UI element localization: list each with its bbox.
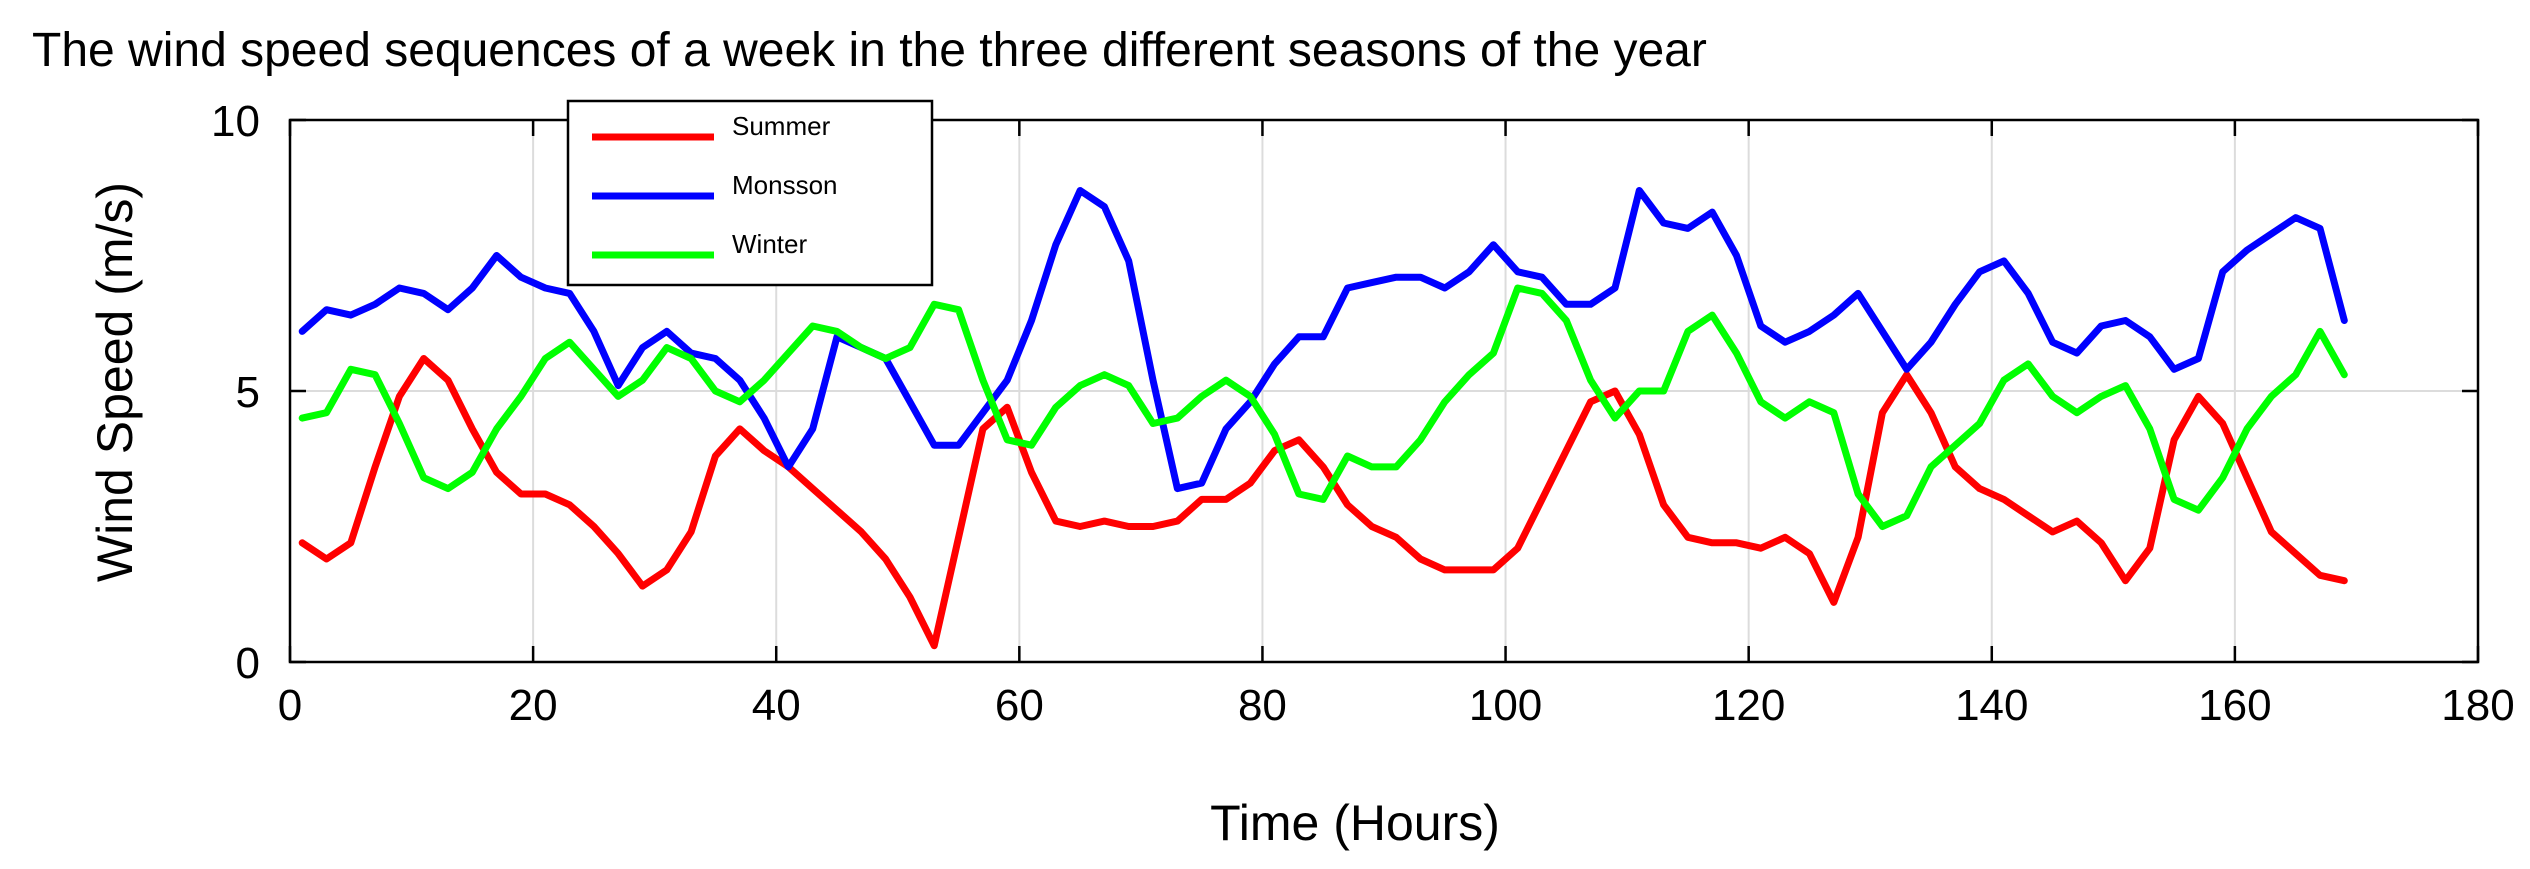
- y-tick-labels: 0 5 10: [211, 97, 260, 688]
- series-line-winter: [298, 284, 2348, 530]
- legend-label-summer: Summer: [732, 111, 831, 141]
- y-axis-label: Wind Speed (m/s): [87, 182, 143, 582]
- x-tick-labels: 0 20 40 60 80 100 120 140 160 180: [278, 681, 2515, 730]
- x-tick-label: 100: [1469, 681, 1542, 730]
- legend-label-winter: Winter: [732, 229, 807, 259]
- x-tick-label: 180: [2441, 681, 2514, 730]
- y-tick-label: 10: [211, 97, 260, 146]
- y-tick-label: 0: [236, 639, 260, 688]
- y-tick-label: 5: [236, 368, 260, 417]
- legend-label-monsson: Monsson: [732, 170, 838, 200]
- x-tick-label: 160: [2198, 681, 2271, 730]
- legend: Summer Monsson Winter: [566, 99, 934, 287]
- axis-ticks: [288, 118, 2480, 664]
- x-tick-label: 120: [1712, 681, 1785, 730]
- x-tick-label: 60: [995, 681, 1044, 730]
- x-tick-label: 140: [1955, 681, 2028, 730]
- series-line-monsson: [298, 187, 2348, 493]
- x-axis-label: Time (Hours): [1210, 795, 1500, 851]
- x-tick-label: 80: [1238, 681, 1287, 730]
- x-tick-label: 40: [752, 681, 801, 730]
- x-tick-label: 20: [509, 681, 558, 730]
- x-tick-label: 0: [278, 681, 302, 730]
- series-line-summer: [298, 355, 2348, 650]
- series-lines: [298, 187, 2348, 650]
- chart-title: The wind speed sequences of a week in th…: [32, 24, 1707, 77]
